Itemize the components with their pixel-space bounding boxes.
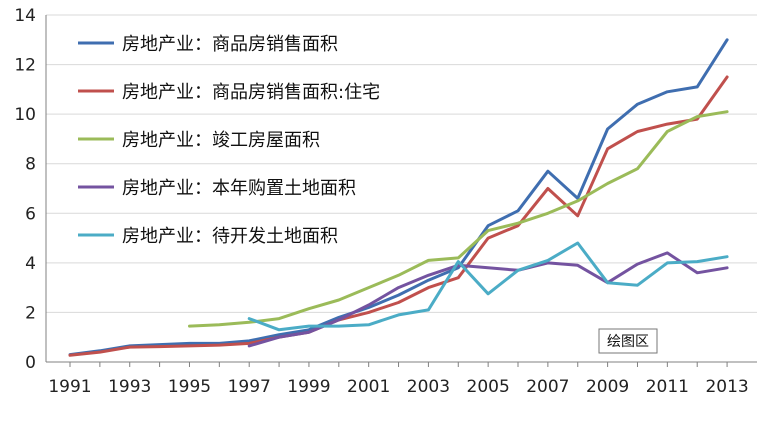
y-tick-label: 4	[25, 254, 36, 274]
y-tick-label: 2	[25, 303, 36, 323]
legend-label-4: 房地产业：本年购置土地面积	[122, 178, 356, 199]
y-tick-label: 12	[14, 56, 36, 76]
tooltip-text: 绘图区	[607, 334, 649, 350]
series-line-3	[188, 110, 729, 328]
y-tick-label: 0	[25, 353, 36, 373]
series-line-4	[247, 251, 729, 348]
legend: 房地产业：商品房销售面积房地产业：商品房销售面积:住宅房地产业：竣工房屋面积房地…	[78, 34, 380, 247]
plot-area-tooltip: 绘图区	[598, 328, 658, 354]
x-tick-label: 2005	[467, 377, 510, 397]
legend-label-2: 房地产业：商品房销售面积:住宅	[122, 82, 380, 103]
x-tick-label: 2001	[347, 377, 390, 397]
y-tick-label: 14	[14, 6, 36, 26]
x-tick-label: 1995	[168, 377, 211, 397]
legend-label-5: 房地产业：待开发土地面积	[122, 226, 338, 247]
x-tick-label: 1999	[287, 377, 330, 397]
x-tick-label: 1991	[48, 377, 91, 397]
x-tick-label: 1993	[108, 377, 151, 397]
series-line-5	[247, 241, 729, 332]
x-tick-label: 2003	[407, 377, 450, 397]
series-lines	[68, 38, 729, 357]
series-line-2	[68, 75, 729, 357]
x-tick-label: 1997	[228, 377, 271, 397]
y-tick-label: 8	[25, 155, 36, 175]
x-tick-label: 2009	[586, 377, 629, 397]
legend-label-3: 房地产业：竣工房屋面积	[122, 130, 320, 151]
axes: 0 2 4 6 8 10 12 14 1991 1993 1995 1997 1999 2001 2003 2…	[14, 6, 757, 397]
gridlines	[46, 14, 757, 363]
x-tick-label: 2011	[646, 377, 689, 397]
series-line-1	[68, 38, 729, 357]
y-tick-label: 6	[25, 204, 36, 224]
x-tick-label: 2007	[526, 377, 569, 397]
tooltip-box	[598, 328, 658, 354]
y-tick-label: 10	[14, 105, 36, 125]
x-tick-label: 2013	[705, 377, 748, 397]
legend-label-1: 房地产业：商品房销售面积	[122, 34, 338, 55]
